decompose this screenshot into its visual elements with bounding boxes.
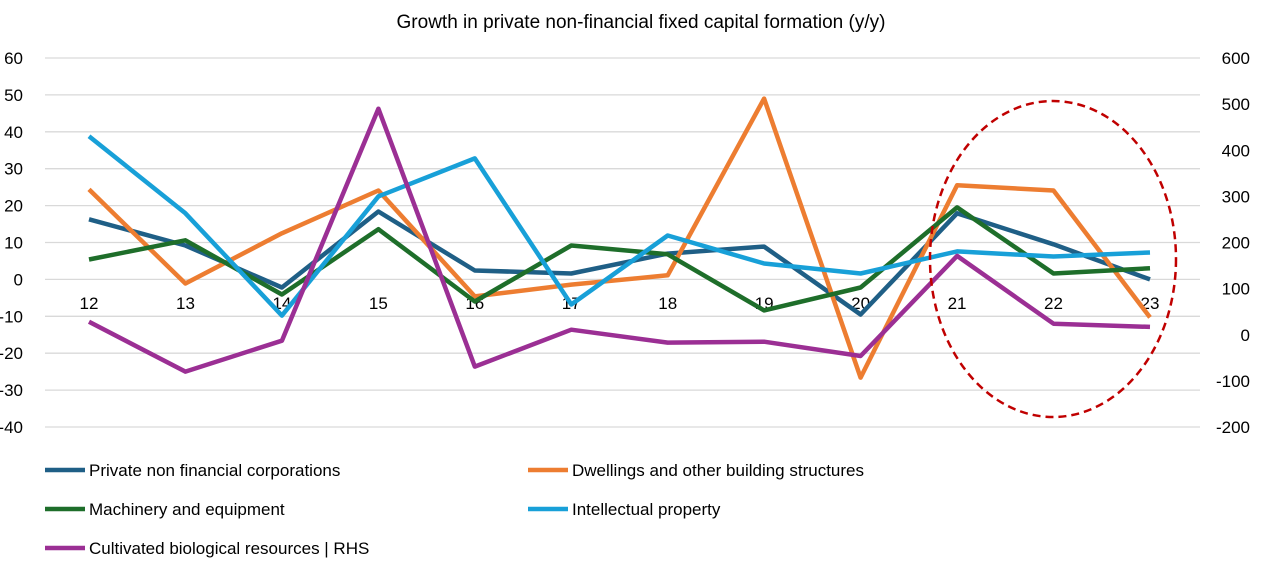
x-tick-label: 15 — [369, 294, 388, 313]
y-left-tick-label: -10 — [0, 307, 23, 326]
y-right-tick-label: -100 — [1216, 372, 1250, 391]
y-right-tick-label: 500 — [1222, 95, 1250, 114]
y-left-tick-label: 10 — [4, 234, 23, 253]
series-line-0 — [88, 209, 1151, 317]
y-left-tick-label: 50 — [4, 86, 23, 105]
y-left-tick-label: -30 — [0, 381, 23, 400]
y-right-tick-label: 300 — [1222, 187, 1250, 206]
chart-title: Growth in private non-financial fixed ca… — [397, 12, 886, 33]
legend-label: Machinery and equipment — [89, 500, 285, 519]
highlight-ellipse — [928, 99, 1178, 419]
y-right-tick-label: -200 — [1216, 418, 1250, 437]
y-left-tick-label: 20 — [4, 197, 23, 216]
series-line-3 — [87, 134, 1151, 318]
series-line-2 — [88, 205, 1151, 313]
y-right-tick-label: 0 — [1241, 326, 1250, 345]
series-line-1 — [87, 96, 1152, 380]
y-right-tick-label: 400 — [1222, 141, 1250, 160]
y-right-tick-label: 600 — [1222, 49, 1250, 68]
legend-label: Intellectual property — [572, 500, 721, 519]
legend-label: Cultivated biological resources | RHS — [89, 539, 369, 558]
y-right-tick-label: 200 — [1222, 234, 1250, 253]
legend-label: Dwellings and other building structures — [572, 461, 864, 480]
x-tick-label: 21 — [948, 294, 967, 313]
y-left-tick-label: 40 — [4, 123, 23, 142]
series-line-4 — [87, 106, 1151, 374]
x-tick-label: 12 — [80, 294, 99, 313]
legend-label: Private non financial corporations — [89, 461, 340, 480]
y-left-tick-label: 60 — [4, 49, 23, 68]
y-right-tick-label: 100 — [1222, 280, 1250, 299]
x-tick-label: 13 — [176, 294, 195, 313]
x-tick-label: 18 — [658, 294, 677, 313]
x-tick-label: 22 — [1044, 294, 1063, 313]
y-left-tick-label: 30 — [4, 160, 23, 179]
y-left-tick-label: 0 — [14, 270, 23, 289]
y-left-tick-label: -40 — [0, 418, 23, 437]
y-left-tick-label: -20 — [0, 344, 23, 363]
